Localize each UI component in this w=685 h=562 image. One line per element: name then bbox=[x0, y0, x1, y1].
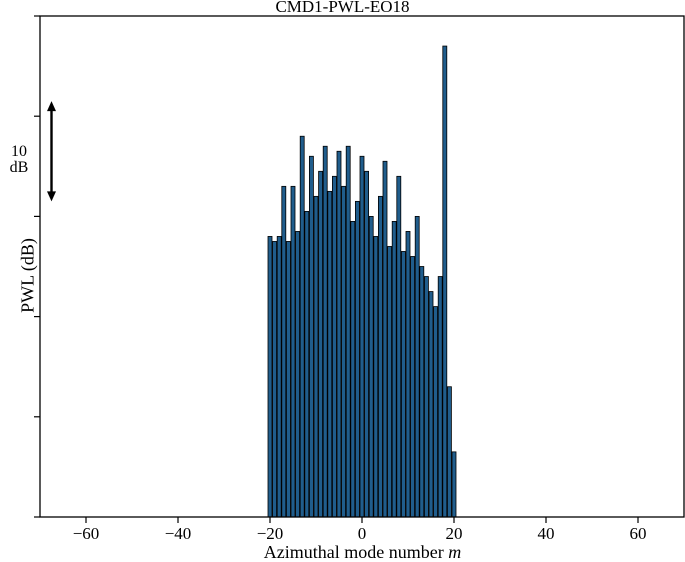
bar bbox=[295, 231, 301, 518]
bar bbox=[400, 251, 406, 518]
bar bbox=[290, 185, 296, 518]
bar bbox=[405, 231, 411, 518]
bar bbox=[322, 145, 328, 518]
bar bbox=[451, 451, 457, 518]
bar bbox=[345, 145, 351, 518]
bar bbox=[373, 236, 379, 518]
bar bbox=[419, 266, 425, 518]
x-axis-label-text: Azimuthal mode number bbox=[263, 542, 449, 562]
bar bbox=[368, 215, 374, 518]
bar bbox=[437, 276, 443, 518]
chart-title: CMD1-PWL-EO18 bbox=[275, 0, 410, 16]
bar bbox=[336, 150, 342, 518]
bar bbox=[442, 45, 448, 518]
x-tick-label: 20 bbox=[446, 524, 463, 543]
x-tick-label: −20 bbox=[257, 524, 284, 543]
bar bbox=[272, 241, 278, 518]
bar bbox=[423, 276, 429, 518]
bar bbox=[446, 386, 452, 518]
scale-arrow-head-up bbox=[47, 101, 56, 112]
bar bbox=[382, 160, 388, 518]
bar bbox=[276, 236, 282, 518]
bar bbox=[414, 215, 420, 518]
bar bbox=[350, 221, 356, 518]
x-tick-label: −60 bbox=[73, 524, 100, 543]
bar bbox=[387, 246, 393, 518]
x-axis-label-variable: m bbox=[448, 542, 462, 562]
bar bbox=[341, 185, 347, 518]
x-axis-label: Azimuthal mode number m bbox=[40, 542, 685, 562]
bar bbox=[318, 170, 324, 518]
bar bbox=[410, 256, 416, 518]
x-tick-label: 40 bbox=[538, 524, 555, 543]
bar bbox=[313, 195, 319, 518]
bar bbox=[281, 185, 287, 518]
bar bbox=[377, 195, 383, 518]
bar bbox=[304, 210, 310, 518]
bar bbox=[359, 155, 365, 518]
x-tick-label: −40 bbox=[165, 524, 192, 543]
bar bbox=[433, 306, 439, 518]
scale-annotation-label: 10 dB bbox=[9, 143, 29, 176]
y-axis-label: PWL (dB) bbox=[17, 238, 38, 313]
bar bbox=[327, 190, 333, 518]
x-tick-label: 0 bbox=[358, 524, 367, 543]
scale-arrow-head-down bbox=[47, 191, 56, 202]
bar bbox=[364, 170, 370, 518]
bar bbox=[331, 175, 337, 518]
bar bbox=[391, 221, 397, 518]
bar bbox=[428, 291, 434, 518]
bar bbox=[285, 241, 291, 518]
bar bbox=[308, 155, 314, 518]
bar bbox=[267, 236, 273, 518]
bar bbox=[396, 175, 402, 518]
x-tick-label: 60 bbox=[630, 524, 647, 543]
bar bbox=[299, 135, 305, 518]
bar bbox=[354, 200, 360, 518]
